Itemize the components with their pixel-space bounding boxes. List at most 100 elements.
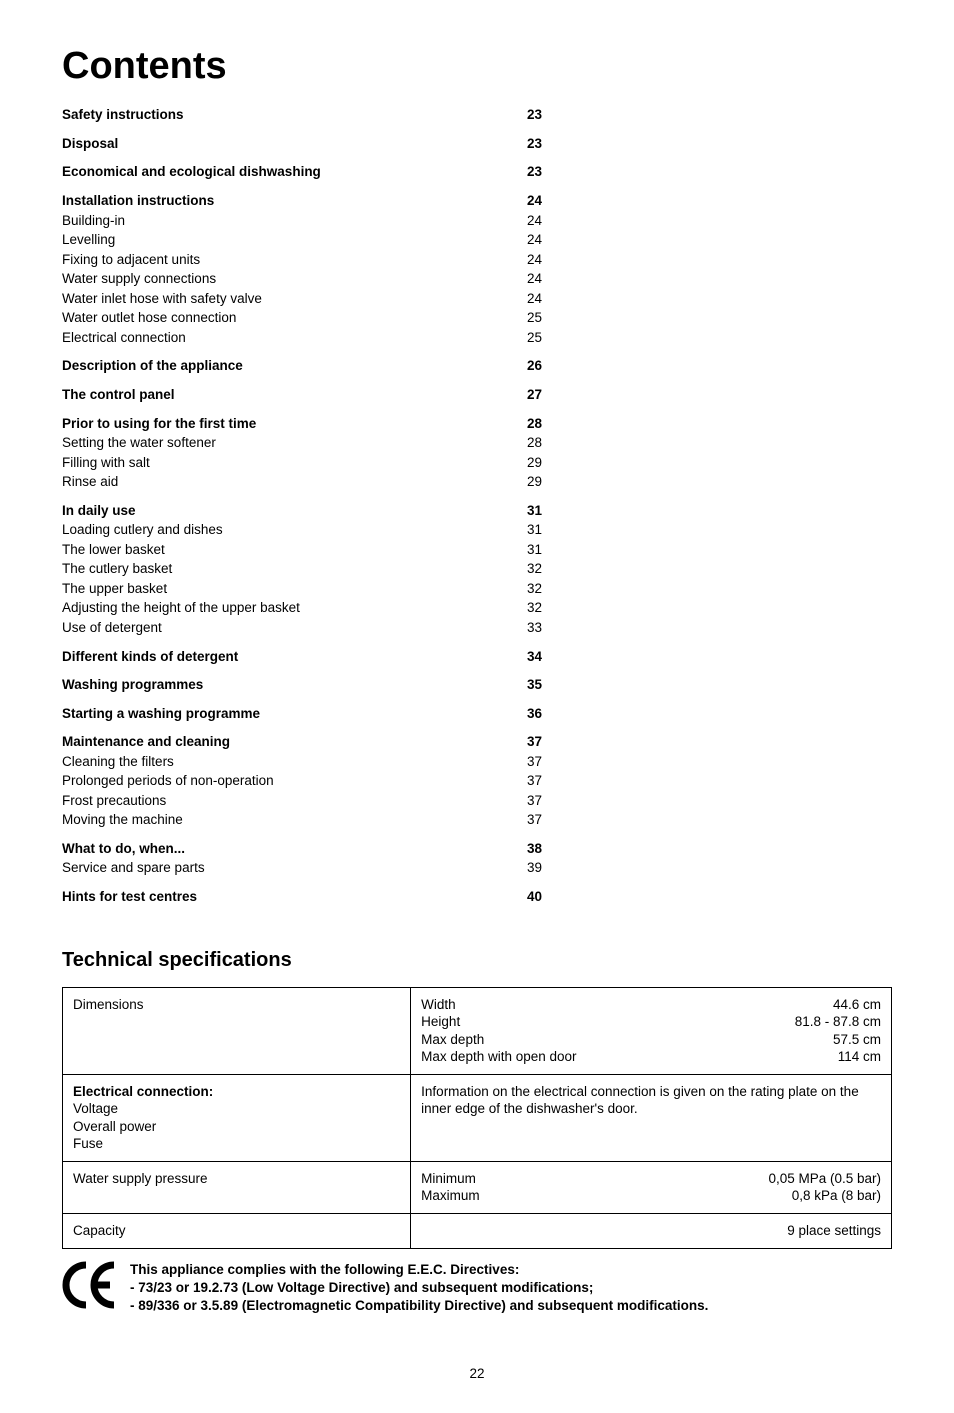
ce-line-3: - 89/336 or 3.5.89 (Electromagnetic Comp… xyxy=(130,1297,708,1315)
toc-row: Adjusting the height of the upper basket… xyxy=(62,598,542,618)
toc-label: Hints for test centres xyxy=(62,888,502,906)
toc-label: Building-in xyxy=(62,212,502,230)
toc-row: Water outlet hose connection25 xyxy=(62,308,542,328)
ce-text: This appliance complies with the followi… xyxy=(130,1261,708,1316)
toc-page: 34 xyxy=(502,648,542,666)
toc-label: Filling with salt xyxy=(62,454,502,472)
toc-page: 29 xyxy=(502,473,542,491)
toc-label: In daily use xyxy=(62,502,502,520)
spec-right-value: 81.8 - 87.8 cm xyxy=(795,1013,881,1031)
page-title: Contents xyxy=(62,42,892,91)
toc-section: Safety instructions23 xyxy=(62,105,542,125)
table-row: Water supply pressure Minimum 0,05 MPa (0.… xyxy=(63,1161,892,1213)
toc-label: Installation instructions xyxy=(62,192,502,210)
toc-page: 38 xyxy=(502,840,542,858)
toc-row: Prolonged periods of non-operation37 xyxy=(62,771,542,791)
toc-label: Different kinds of detergent xyxy=(62,648,502,666)
toc-section: In daily use31Loading cutlery and dishes… xyxy=(62,501,542,638)
toc-row: The lower basket31 xyxy=(62,540,542,560)
toc-page: 23 xyxy=(502,135,542,153)
toc-label: Use of detergent xyxy=(62,619,502,637)
toc-page: 33 xyxy=(502,619,542,637)
toc-row: Fixing to adjacent units24 xyxy=(62,250,542,270)
toc-page: 28 xyxy=(502,415,542,433)
toc-label: Disposal xyxy=(62,135,502,153)
toc-page: 27 xyxy=(502,386,542,404)
toc-page: 39 xyxy=(502,859,542,877)
toc-row: Cleaning the filters37 xyxy=(62,752,542,772)
spec-mid-label: Width xyxy=(421,996,456,1014)
toc-page: 37 xyxy=(502,772,542,790)
toc-row: Building-in24 xyxy=(62,211,542,231)
toc-row: Rinse aid29 xyxy=(62,472,542,492)
toc-page: 36 xyxy=(502,705,542,723)
toc-section: Different kinds of detergent34 xyxy=(62,647,542,667)
toc-section: Description of the appliance26 xyxy=(62,356,542,376)
toc-page: 40 xyxy=(502,888,542,906)
toc-page: 28 xyxy=(502,434,542,452)
toc-row: The cutlery basket32 xyxy=(62,559,542,579)
spec-right-value: 0,8 kPa (8 bar) xyxy=(792,1187,881,1205)
toc-label: Water supply connections xyxy=(62,270,502,288)
toc-row: Different kinds of detergent34 xyxy=(62,647,542,667)
toc-row: The control panel27 xyxy=(62,385,542,405)
tech-spec-heading: Technical specifications xyxy=(62,947,892,973)
toc-label: Starting a washing programme xyxy=(62,705,502,723)
toc-page: 24 xyxy=(502,192,542,210)
spec-left-cell: Water supply pressure xyxy=(63,1161,411,1213)
toc-row: Moving the machine37 xyxy=(62,810,542,830)
toc-row: Water inlet hose with safety valve24 xyxy=(62,289,542,309)
table-row: Electrical connection:VoltageOverall pow… xyxy=(63,1074,892,1161)
toc-section: What to do, when...38Service and spare p… xyxy=(62,839,542,878)
toc-label: Prolonged periods of non-operation xyxy=(62,772,502,790)
toc-section: Maintenance and cleaning37Cleaning the f… xyxy=(62,732,542,830)
spec-value-cell: Minimum 0,05 MPa (0.5 bar) Maximum 0,8 kPa … xyxy=(411,1161,892,1213)
toc-page: 32 xyxy=(502,599,542,617)
toc-label: Washing programmes xyxy=(62,676,502,694)
toc-row: What to do, when...38 xyxy=(62,839,542,859)
spec-left-cell: Dimensions xyxy=(63,987,411,1074)
toc-label: Prior to using for the first time xyxy=(62,415,502,433)
toc-label: Service and spare parts xyxy=(62,859,502,877)
table-row: DimensionsWidth44.6 cmHeight81.8 - 87.8 … xyxy=(63,987,892,1074)
toc-row: Prior to using for the first time28 xyxy=(62,414,542,434)
toc-page: 37 xyxy=(502,792,542,810)
toc-row: Levelling24 xyxy=(62,230,542,250)
spec-left-cell: Electrical connection:VoltageOverall pow… xyxy=(63,1074,411,1161)
toc-row: The upper basket32 xyxy=(62,579,542,599)
toc-label: Loading cutlery and dishes xyxy=(62,521,502,539)
toc-page: 23 xyxy=(502,163,542,181)
toc-row: Frost precautions37 xyxy=(62,791,542,811)
toc-row: Electrical connection25 xyxy=(62,328,542,348)
toc-page: 24 xyxy=(502,231,542,249)
spec-mid-label: Max depth with open door xyxy=(421,1048,576,1066)
ce-line-1: This appliance complies with the followi… xyxy=(130,1261,708,1279)
spec-mid-label: Minimum xyxy=(421,1170,476,1188)
toc-page: 32 xyxy=(502,560,542,578)
toc-page: 37 xyxy=(502,811,542,829)
page-number: 22 xyxy=(62,1365,892,1383)
toc-page: 31 xyxy=(502,502,542,520)
toc-page: 31 xyxy=(502,541,542,559)
toc-label: Fixing to adjacent units xyxy=(62,251,502,269)
spec-right-value: 0,05 MPa (0.5 bar) xyxy=(768,1170,881,1188)
spec-right-value: 114 cm xyxy=(838,1048,881,1066)
toc-row: Safety instructions23 xyxy=(62,105,542,125)
toc-label: The upper basket xyxy=(62,580,502,598)
toc-section: Starting a washing programme36 xyxy=(62,704,542,724)
toc-page: 24 xyxy=(502,290,542,308)
toc-row: Water supply connections24 xyxy=(62,269,542,289)
toc-row: Disposal23 xyxy=(62,134,542,154)
toc-label: The cutlery basket xyxy=(62,560,502,578)
toc-section: Hints for test centres40 xyxy=(62,887,542,907)
table-of-contents: Safety instructions23Disposal23Economica… xyxy=(62,105,542,906)
spec-mid-label: Height xyxy=(421,1013,460,1031)
toc-page: 24 xyxy=(502,251,542,269)
spec-right-value: 57.5 cm xyxy=(833,1031,881,1049)
toc-page: 23 xyxy=(502,106,542,124)
ce-mark-icon xyxy=(62,1261,120,1309)
toc-row: Starting a washing programme36 xyxy=(62,704,542,724)
spec-mid-label: Maximum xyxy=(421,1187,480,1205)
spec-right-value: 9 place settings xyxy=(787,1222,881,1240)
spec-left-cell: Capacity xyxy=(63,1214,411,1249)
